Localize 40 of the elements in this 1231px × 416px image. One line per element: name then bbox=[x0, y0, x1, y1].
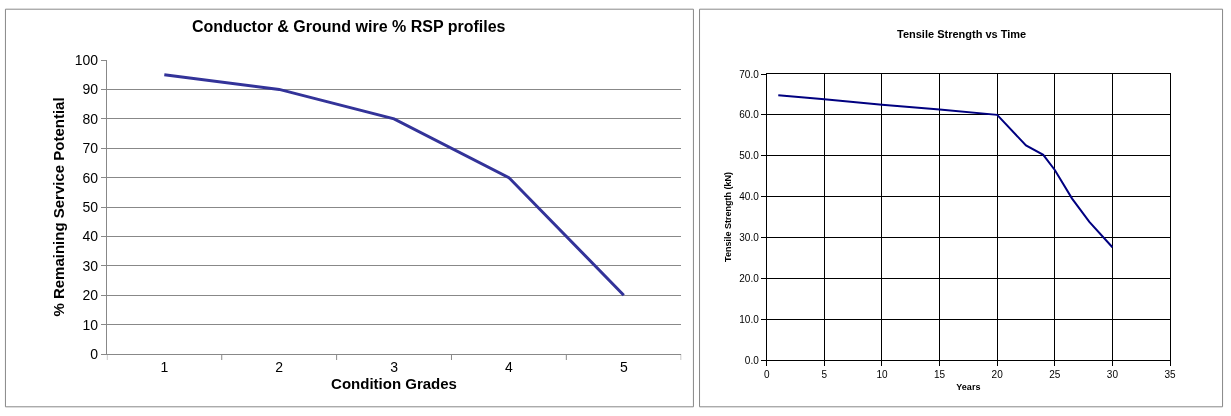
line-series bbox=[162, 73, 626, 297]
y-tick-label: 30.0 bbox=[739, 231, 760, 243]
y-axis-title: % Remaining Service Potential bbox=[49, 97, 67, 317]
y-tick-label: 20 bbox=[82, 287, 99, 304]
y-tick-label: 30 bbox=[82, 257, 99, 274]
y-tick-label: 10 bbox=[82, 316, 99, 333]
x-tick-label: 25 bbox=[1049, 369, 1061, 380]
y-tick-label: 70.0 bbox=[739, 68, 760, 80]
chart-title: Tensile Strength vs Time bbox=[897, 28, 1027, 40]
y-tick-label: 0 bbox=[90, 345, 99, 362]
y-tick-label: 10.0 bbox=[739, 313, 760, 325]
x-tick-label: 5 bbox=[619, 358, 628, 375]
y-tick-label: 50 bbox=[82, 198, 99, 215]
y-axis-title: Tensile Strength (kN) bbox=[722, 172, 733, 262]
y-tick-label: 70 bbox=[82, 140, 99, 157]
x-tick-label: 35 bbox=[1164, 369, 1177, 380]
x-tick-label: 15 bbox=[934, 369, 946, 380]
x-tick-label: 30 bbox=[1106, 369, 1119, 380]
x-tick-label: 5 bbox=[821, 369, 828, 380]
y-tick-label: 20.0 bbox=[739, 272, 760, 284]
y-tick-label: 90 bbox=[82, 81, 99, 98]
x-tick-label: 3 bbox=[390, 358, 399, 375]
y-tick-label: 0.0 bbox=[744, 354, 760, 366]
y-tick-label: 100 bbox=[74, 51, 99, 68]
x-axis-title: Years bbox=[956, 381, 981, 392]
x-tick-label: 0 bbox=[763, 369, 770, 380]
y-tick-label: 50.0 bbox=[739, 150, 760, 162]
x-axis-title: Condition Grades bbox=[331, 374, 457, 392]
x-tick-label: 2 bbox=[275, 358, 284, 375]
y-tick-label: 40 bbox=[82, 228, 99, 245]
x-tick-label: 20 bbox=[991, 369, 1004, 380]
y-tick-label: 40.0 bbox=[739, 191, 760, 203]
x-tick-label: 4 bbox=[505, 358, 514, 375]
y-tick-label: 80 bbox=[82, 110, 99, 127]
line-series bbox=[777, 94, 1114, 249]
chart-title: Conductor & Ground wire % RSP profiles bbox=[192, 18, 506, 35]
x-tick-label: 10 bbox=[876, 369, 888, 380]
x-tick-label: 1 bbox=[160, 358, 169, 375]
y-tick-label: 60.0 bbox=[739, 109, 760, 121]
y-tick-label: 60 bbox=[82, 169, 99, 186]
